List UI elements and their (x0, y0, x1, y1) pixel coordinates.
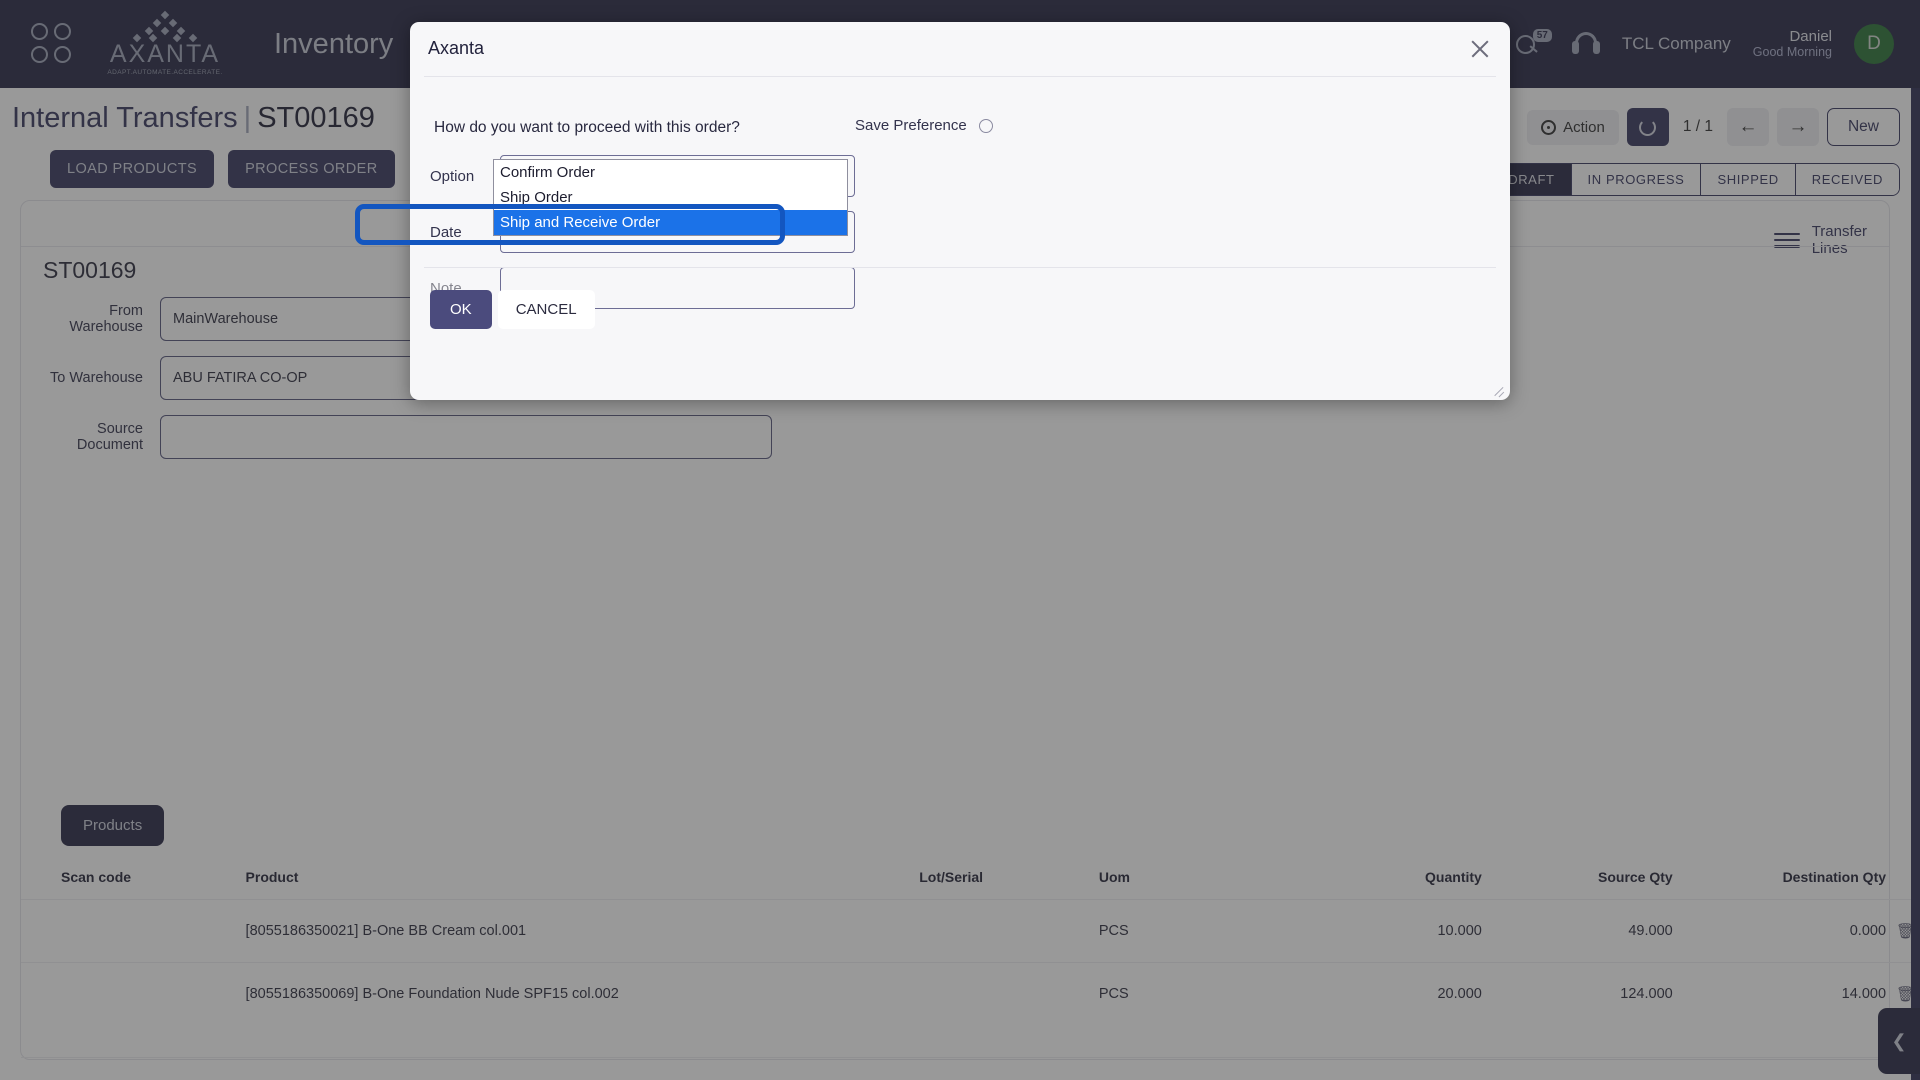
dialog-footer-divider (424, 267, 1496, 268)
date-label: Date (430, 223, 462, 241)
dialog-header-divider (424, 76, 1496, 77)
option-dropdown-list[interactable]: Confirm Order Ship Order Ship and Receiv… (493, 159, 848, 236)
cancel-button[interactable]: CANCEL (497, 290, 595, 329)
save-preference-group[interactable]: Save Preference (855, 117, 993, 134)
dialog-resize-handle[interactable] (1493, 383, 1505, 395)
dropdown-option-confirm-order[interactable]: Confirm Order (500, 164, 596, 181)
close-icon[interactable] (1466, 35, 1494, 63)
dropdown-option-ship-order[interactable]: Ship Order (500, 189, 573, 206)
option-label: Option (430, 167, 475, 185)
dialog-title: Axanta (428, 38, 485, 58)
ok-button[interactable]: OK (430, 290, 492, 329)
proceed-order-dialog: Axanta How do you want to proceed with t… (410, 22, 1510, 400)
dropdown-option-ship-and-receive-order[interactable]: Ship and Receive Order (494, 210, 847, 235)
dialog-actions: OK CANCEL (430, 290, 595, 329)
save-preference-radio[interactable] (978, 118, 993, 133)
dialog-question: How do you want to proceed with this ord… (434, 119, 740, 136)
save-preference-label: Save Preference (855, 117, 967, 134)
dialog-header: Axanta (410, 22, 1510, 76)
